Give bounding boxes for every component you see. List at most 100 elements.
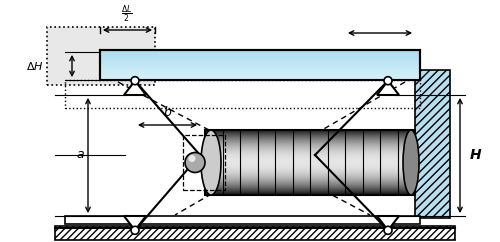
Bar (205, 131, 415, 132)
Bar (100, 69, 420, 70)
Bar (205, 188, 415, 189)
Bar (100, 50, 420, 80)
Bar (205, 154, 415, 155)
Bar (205, 160, 415, 161)
Bar (183, 135, 225, 190)
Bar (100, 60, 420, 61)
Bar (205, 157, 415, 158)
Bar (100, 65, 420, 66)
Bar (205, 153, 415, 154)
Bar (205, 185, 415, 186)
Bar (205, 161, 415, 162)
Bar (205, 159, 415, 160)
Bar (205, 145, 415, 146)
Bar (205, 138, 415, 139)
Bar (205, 132, 415, 133)
Bar (100, 62, 420, 63)
Bar (205, 166, 415, 167)
Polygon shape (124, 81, 146, 95)
Bar (100, 79, 420, 80)
Bar (205, 183, 415, 184)
Bar (205, 139, 415, 140)
Bar (205, 182, 415, 183)
Text: $\frac{\Delta L}{2}$: $\frac{\Delta L}{2}$ (121, 3, 133, 25)
Bar (100, 75, 420, 76)
Bar (205, 163, 415, 164)
Bar (205, 130, 415, 195)
Bar (205, 164, 415, 165)
Bar (205, 165, 415, 166)
Bar (205, 152, 415, 153)
Bar (205, 173, 415, 174)
Bar (205, 190, 415, 191)
Bar (100, 67, 420, 68)
Bar (100, 53, 420, 54)
Bar (205, 148, 415, 149)
Bar (415, 70, 450, 218)
Bar (205, 162, 415, 163)
Bar (65, 80, 420, 108)
Bar (205, 169, 415, 170)
Bar (205, 176, 415, 177)
Bar (100, 72, 420, 73)
Bar (47, 27, 155, 85)
Ellipse shape (403, 130, 419, 195)
Bar (205, 179, 415, 180)
Bar (205, 149, 415, 150)
Text: $\Delta H$: $\Delta H$ (26, 60, 44, 72)
Bar (100, 50, 420, 51)
Bar (205, 174, 415, 175)
Bar (205, 187, 415, 188)
Bar (205, 156, 415, 157)
Bar (100, 76, 420, 77)
Bar (205, 170, 415, 171)
Bar (100, 56, 420, 57)
Ellipse shape (201, 130, 221, 195)
Bar (100, 58, 420, 59)
Bar (205, 155, 415, 156)
Text: b: b (163, 106, 171, 120)
Bar (205, 150, 415, 151)
Bar (100, 63, 420, 64)
Bar (205, 175, 415, 176)
Bar (100, 70, 420, 71)
Bar (205, 146, 415, 147)
Bar (205, 143, 415, 144)
Text: H: H (470, 148, 482, 162)
Bar (205, 144, 415, 145)
Bar (205, 194, 415, 195)
Circle shape (188, 155, 196, 162)
Bar (205, 191, 415, 192)
Bar (205, 140, 415, 141)
Bar (100, 57, 420, 58)
Bar (205, 147, 415, 148)
Bar (100, 74, 420, 75)
Bar (205, 192, 415, 193)
Bar (205, 178, 415, 179)
Bar (205, 151, 415, 152)
Bar (205, 171, 415, 172)
Circle shape (384, 77, 392, 85)
Bar (100, 78, 420, 79)
Bar (100, 66, 420, 67)
Bar (205, 137, 415, 138)
Bar (205, 184, 415, 185)
Bar (100, 64, 420, 65)
Circle shape (185, 152, 205, 173)
Bar (205, 141, 415, 142)
Bar (205, 167, 415, 168)
Bar (205, 168, 415, 169)
Circle shape (131, 77, 139, 85)
Bar (100, 61, 420, 62)
Bar (205, 136, 415, 137)
Text: a: a (76, 149, 84, 161)
Bar (100, 52, 420, 53)
Bar (100, 68, 420, 69)
Bar (100, 51, 420, 52)
Bar (100, 71, 420, 72)
Bar (55, 226, 455, 240)
Bar (65, 216, 420, 224)
Bar (205, 181, 415, 182)
Bar (205, 130, 415, 131)
Bar (205, 177, 415, 178)
